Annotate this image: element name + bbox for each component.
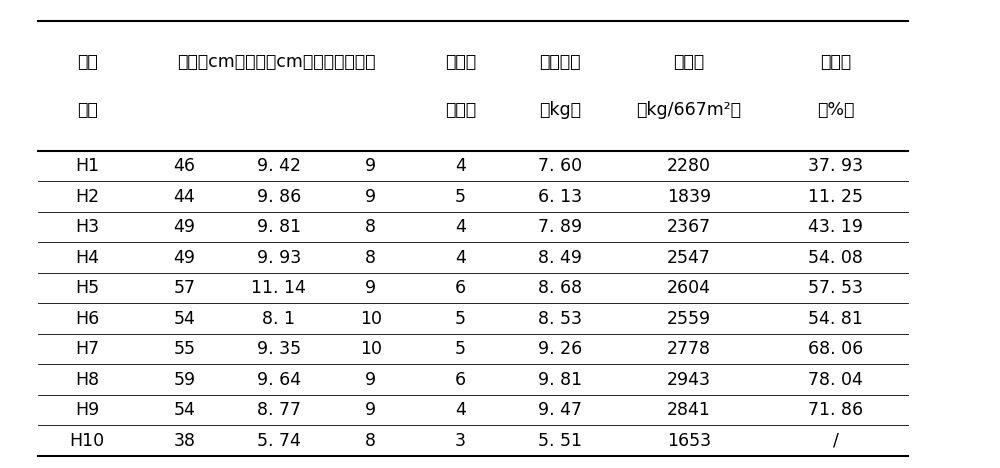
Text: 5: 5 bbox=[455, 340, 466, 358]
Text: 9: 9 bbox=[365, 188, 376, 205]
Text: 5. 51: 5. 51 bbox=[538, 431, 582, 450]
Text: 5: 5 bbox=[455, 188, 466, 205]
Text: 8. 49: 8. 49 bbox=[538, 249, 582, 267]
Text: （%）: （%） bbox=[817, 101, 854, 119]
Text: 8. 68: 8. 68 bbox=[538, 279, 582, 297]
Text: （个）: （个） bbox=[445, 101, 476, 119]
Text: 2778: 2778 bbox=[667, 340, 711, 358]
Text: 78. 04: 78. 04 bbox=[808, 371, 863, 388]
Text: 8: 8 bbox=[365, 218, 376, 236]
Text: 8: 8 bbox=[365, 431, 376, 450]
Text: 57: 57 bbox=[173, 279, 195, 297]
Text: 2559: 2559 bbox=[667, 310, 711, 328]
Text: 9. 47: 9. 47 bbox=[538, 401, 582, 419]
Text: 单株产量: 单株产量 bbox=[539, 53, 580, 71]
Text: 9. 81: 9. 81 bbox=[538, 371, 582, 388]
Text: 46: 46 bbox=[173, 157, 195, 175]
Text: 10: 10 bbox=[360, 310, 382, 328]
Text: 8. 53: 8. 53 bbox=[538, 310, 582, 328]
Text: 68. 06: 68. 06 bbox=[808, 340, 863, 358]
Text: 9: 9 bbox=[365, 279, 376, 297]
Text: 9. 26: 9. 26 bbox=[538, 340, 582, 358]
Text: 1653: 1653 bbox=[667, 431, 711, 450]
Text: 37. 93: 37. 93 bbox=[808, 157, 863, 175]
Text: 2547: 2547 bbox=[667, 249, 711, 267]
Text: 6: 6 bbox=[455, 279, 466, 297]
Text: 9. 93: 9. 93 bbox=[257, 249, 301, 267]
Text: H6: H6 bbox=[75, 310, 99, 328]
Text: 54. 81: 54. 81 bbox=[808, 310, 863, 328]
Text: （kg/667m²）: （kg/667m²） bbox=[636, 101, 741, 119]
Text: H7: H7 bbox=[75, 340, 99, 358]
Text: 5. 74: 5. 74 bbox=[257, 431, 301, 450]
Text: 4: 4 bbox=[455, 249, 466, 267]
Text: 8: 8 bbox=[365, 249, 376, 267]
Text: 49: 49 bbox=[173, 249, 195, 267]
Text: 2604: 2604 bbox=[667, 279, 711, 297]
Text: 2367: 2367 bbox=[667, 218, 711, 236]
Text: 54. 08: 54. 08 bbox=[808, 249, 863, 267]
Text: 4: 4 bbox=[455, 218, 466, 236]
Text: 11. 25: 11. 25 bbox=[808, 188, 863, 205]
Text: 9: 9 bbox=[365, 157, 376, 175]
Text: 57. 53: 57. 53 bbox=[808, 279, 863, 297]
Text: 54: 54 bbox=[173, 401, 195, 419]
Text: 蔓长（cm）茎粗（cm）叶片数（片）: 蔓长（cm）茎粗（cm）叶片数（片） bbox=[177, 53, 376, 71]
Text: 10: 10 bbox=[360, 340, 382, 358]
Text: H2: H2 bbox=[75, 188, 99, 205]
Text: 43. 19: 43. 19 bbox=[808, 218, 863, 236]
Text: 9: 9 bbox=[365, 371, 376, 388]
Text: H8: H8 bbox=[75, 371, 99, 388]
Text: 44: 44 bbox=[173, 188, 195, 205]
Text: 9: 9 bbox=[365, 401, 376, 419]
Text: 7. 89: 7. 89 bbox=[538, 218, 582, 236]
Text: 分枝数: 分枝数 bbox=[445, 53, 476, 71]
Text: 38: 38 bbox=[173, 431, 195, 450]
Text: 2280: 2280 bbox=[667, 157, 711, 175]
Text: 55: 55 bbox=[173, 340, 195, 358]
Text: 试验: 试验 bbox=[77, 53, 98, 71]
Text: 54: 54 bbox=[173, 310, 195, 328]
Text: H3: H3 bbox=[75, 218, 99, 236]
Text: H4: H4 bbox=[75, 249, 99, 267]
Text: 亩产量: 亩产量 bbox=[673, 53, 705, 71]
Text: 5: 5 bbox=[455, 310, 466, 328]
Text: 9. 35: 9. 35 bbox=[257, 340, 301, 358]
Text: 处理: 处理 bbox=[77, 101, 98, 119]
Text: 1839: 1839 bbox=[667, 188, 711, 205]
Text: 9. 64: 9. 64 bbox=[257, 371, 301, 388]
Text: 6: 6 bbox=[455, 371, 466, 388]
Text: 9. 42: 9. 42 bbox=[257, 157, 301, 175]
Text: 4: 4 bbox=[455, 157, 466, 175]
Text: 7. 60: 7. 60 bbox=[538, 157, 582, 175]
Text: 9. 86: 9. 86 bbox=[257, 188, 301, 205]
Text: 11. 14: 11. 14 bbox=[251, 279, 306, 297]
Text: 8. 77: 8. 77 bbox=[257, 401, 301, 419]
Text: /: / bbox=[833, 431, 839, 450]
Text: 2841: 2841 bbox=[667, 401, 711, 419]
Text: 4: 4 bbox=[455, 401, 466, 419]
Text: （kg）: （kg） bbox=[539, 101, 581, 119]
Text: 8. 1: 8. 1 bbox=[262, 310, 295, 328]
Text: 增产率: 增产率 bbox=[820, 53, 851, 71]
Text: 2943: 2943 bbox=[667, 371, 711, 388]
Text: 9. 81: 9. 81 bbox=[257, 218, 301, 236]
Text: H5: H5 bbox=[75, 279, 99, 297]
Text: H1: H1 bbox=[75, 157, 99, 175]
Text: 59: 59 bbox=[173, 371, 195, 388]
Text: 6. 13: 6. 13 bbox=[538, 188, 582, 205]
Text: H9: H9 bbox=[75, 401, 99, 419]
Text: H10: H10 bbox=[70, 431, 105, 450]
Text: 71. 86: 71. 86 bbox=[808, 401, 863, 419]
Text: 3: 3 bbox=[455, 431, 466, 450]
Text: 49: 49 bbox=[173, 218, 195, 236]
